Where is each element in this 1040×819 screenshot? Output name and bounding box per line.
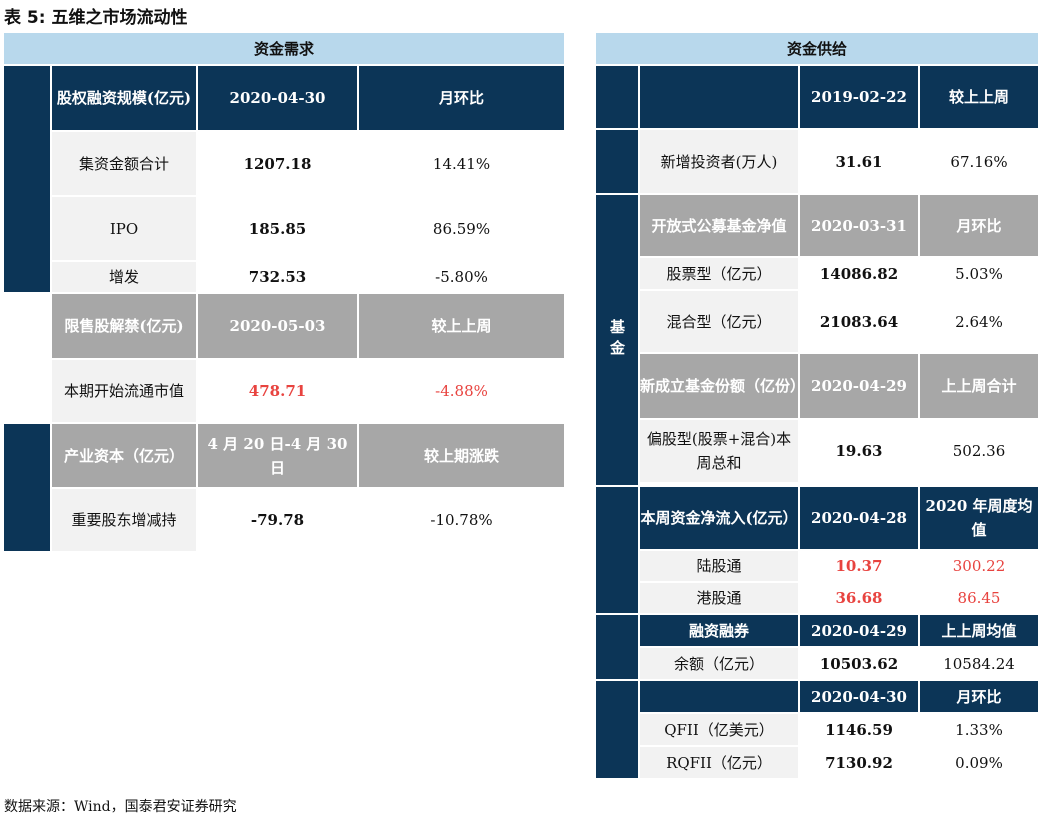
table-title: 表 5: 五维之市场流动性: [4, 8, 188, 28]
top-date: 2019-02-22: [800, 66, 918, 128]
row-label: 股票型（亿元）: [640, 258, 798, 289]
margin-cmp: 上上周均值: [920, 615, 1039, 646]
row-change: 86.59%: [432, 219, 491, 238]
lockup-label: 限售股解禁(亿元): [52, 294, 196, 358]
equity-financing-date: 2020-04-30: [198, 66, 357, 130]
row-value: 31.61: [835, 152, 883, 171]
side-block: [4, 424, 50, 551]
header-blank: [640, 66, 798, 128]
row-value: 732.53: [248, 268, 307, 286]
new-fund-label: 新成立基金份额（亿份）: [640, 354, 798, 418]
row-value: 1207.18: [243, 154, 312, 173]
row-change: 502.36: [952, 442, 1006, 460]
industry-capital-label: 产业资本（亿元）: [52, 424, 196, 487]
row-value: 10503.62: [819, 654, 899, 673]
side-block: [596, 615, 638, 679]
qfii-header-blank: [640, 681, 798, 712]
flow-cmp: 2020 年周度均值: [920, 487, 1039, 549]
demand-table: 资金需求 股权融资规模(亿元) 2020-04-30 月环比 集资金额合计 12…: [2, 31, 566, 553]
row-label: IPO: [52, 197, 196, 260]
demand-header: 资金需求: [4, 33, 565, 64]
row-value: 14086.82: [819, 264, 899, 283]
lockup-date: 2020-05-03: [198, 294, 357, 358]
margin-label: 融资融券: [640, 615, 798, 646]
row-value: 19.63: [835, 442, 883, 460]
row-label: QFII（亿美元）: [640, 714, 798, 745]
side-block: [596, 487, 638, 613]
row-change: 67.16%: [950, 152, 1008, 171]
row-value: 478.71: [248, 382, 307, 400]
row-label: 混合型（亿元）: [640, 291, 798, 352]
row-label: 余额（亿元）: [640, 648, 798, 679]
supply-header: 资金供给: [596, 33, 1039, 64]
side-block: [596, 66, 638, 128]
row-label: 新增投资者(万人): [640, 130, 798, 193]
flow-label: 本周资金净流入(亿元）: [640, 487, 798, 549]
row-label: 偏股型(股票+混合)本周总和: [640, 420, 798, 482]
open-fund-cmp: 月环比: [920, 195, 1039, 256]
data-source: 数据来源：Wind，国泰君安证券研究: [4, 799, 237, 815]
industry-capital-cmp: 较上期涨跌: [359, 424, 565, 487]
row-change: 14.41%: [432, 154, 491, 173]
qfii-date: 2020-04-30: [800, 681, 918, 712]
industry-capital-date: 4 月 20 日-4 月 30 日: [198, 424, 357, 487]
lockup-cmp: 较上上周: [359, 294, 565, 358]
row-value: 21083.64: [819, 312, 899, 331]
row-value: 185.85: [248, 219, 307, 238]
row-value: 1146.59: [825, 720, 893, 739]
open-fund-label: 开放式公募基金净值: [640, 195, 798, 256]
row-value: 10.37: [835, 557, 883, 575]
side-blank: [4, 294, 50, 422]
row-label: 集资金额合计: [52, 132, 196, 195]
row-change: -4.88%: [435, 382, 488, 400]
row-label: 港股通: [640, 583, 798, 613]
side-block: [596, 681, 638, 778]
side-block: [596, 130, 638, 193]
qfii-cmp: 月环比: [920, 681, 1039, 712]
flow-date: 2020-04-28: [800, 487, 918, 549]
row-value: 7130.92: [825, 753, 893, 772]
row-label: RQFII（亿元）: [640, 747, 798, 778]
new-fund-cmp: 上上周合计: [920, 354, 1039, 418]
fund-side-label: 基金: [596, 195, 638, 485]
margin-date: 2020-04-29: [800, 615, 918, 646]
row-label: 陆股通: [640, 551, 798, 581]
row-label: 本期开始流通市值: [52, 360, 196, 422]
row-change: 300.22: [952, 557, 1006, 575]
row-label: 重要股东增减持: [52, 489, 196, 551]
row-value: 36.68: [835, 589, 883, 607]
equity-financing-cmp: 月环比: [359, 66, 565, 130]
row-change: 10584.24: [943, 654, 1015, 673]
row-label: 增发: [52, 262, 196, 292]
row-change: 2.64%: [955, 312, 1003, 331]
top-cmp: 较上上周: [920, 66, 1039, 128]
row-change: 0.09%: [955, 753, 1003, 772]
row-change: -5.80%: [435, 268, 488, 286]
row-change: 86.45: [957, 589, 1001, 607]
equity-financing-label: 股权融资规模(亿元): [52, 66, 196, 130]
new-fund-date: 2020-04-29: [800, 354, 918, 418]
row-change: 1.33%: [955, 720, 1003, 739]
row-change: -10.78%: [430, 511, 493, 529]
supply-table: 资金供给 2019-02-22 较上上周 新增投资者(万人) 31.61 67.…: [594, 31, 1040, 780]
spacer: [640, 484, 1038, 485]
open-fund-date: 2020-03-31: [800, 195, 918, 256]
side-block: [4, 66, 50, 292]
row-change: 5.03%: [955, 264, 1003, 283]
row-value: -79.78: [250, 511, 305, 529]
